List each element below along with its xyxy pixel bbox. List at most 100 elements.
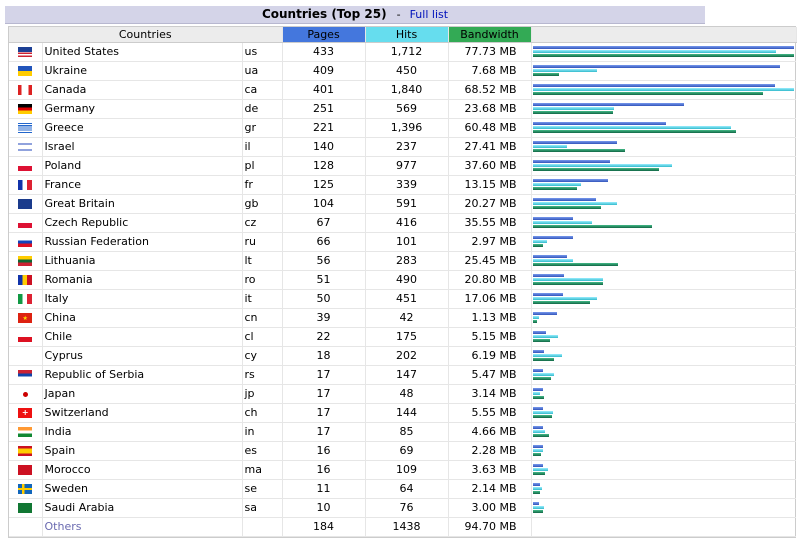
- section-title: Countries (Top 25): [261, 7, 387, 21]
- others-pages: 184: [282, 517, 366, 537]
- pages-bar: [532, 407, 543, 410]
- lt-flag-icon: [18, 256, 33, 266]
- bandwidth-bar: [532, 510, 543, 513]
- hits-value: 490: [365, 270, 449, 290]
- country-name: Germany: [42, 99, 243, 119]
- table-row: Ukraine ua 409 450 7.68 MB: [9, 61, 796, 81]
- col-header-pages[interactable]: Pages: [282, 27, 366, 43]
- bandwidth-bar: [532, 92, 763, 95]
- hits-value: 450: [365, 61, 449, 81]
- bar-graph-cell: [531, 365, 796, 385]
- others-bandwidth: 94.70 MB: [448, 517, 532, 537]
- bar-graph-cell: [531, 251, 796, 271]
- cz-flag-icon: [18, 218, 33, 228]
- hits-value: 1,396: [365, 118, 449, 138]
- bar-graph-cell: [531, 42, 796, 62]
- bar-graph-cell: [531, 498, 796, 518]
- hits-value: 64: [365, 479, 449, 499]
- bandwidth-value: 60.48 MB: [448, 118, 532, 138]
- bandwidth-value: 77.73 MB: [448, 42, 532, 62]
- hits-bar: [532, 449, 543, 452]
- country-name: Japan: [42, 384, 243, 404]
- hits-value: 237: [365, 137, 449, 157]
- table-row: Republic of Serbia rs 17 147 5.47 MB: [9, 365, 796, 385]
- ro-flag-icon: [18, 275, 33, 285]
- hits-bar: [532, 430, 545, 433]
- country-code: ua: [242, 61, 283, 81]
- table-row: France fr 125 339 13.15 MB: [9, 175, 796, 195]
- bandwidth-value: 3.00 MB: [448, 498, 532, 518]
- col-header-hits[interactable]: Hits: [365, 27, 449, 43]
- hits-value: 416: [365, 213, 449, 233]
- gr-flag-icon: [18, 123, 33, 133]
- pages-value: 433: [282, 42, 366, 62]
- bandwidth-bar: [532, 320, 537, 323]
- pages-bar: [532, 445, 543, 448]
- hits-value: 569: [365, 99, 449, 119]
- hits-bar: [532, 145, 567, 148]
- title-separator: -: [396, 8, 401, 21]
- pages-value: 11: [282, 479, 366, 499]
- in-flag-icon: [18, 427, 33, 437]
- table-row: Romania ro 51 490 20.80 MB: [9, 270, 796, 290]
- full-list-link[interactable]: Full list: [409, 8, 449, 21]
- country-code: cl: [242, 327, 283, 347]
- pages-value: 17: [282, 422, 366, 442]
- bar-graph-cell: [531, 422, 796, 442]
- pages-value: 17: [282, 384, 366, 404]
- bar-graph-cell: [531, 479, 796, 499]
- bandwidth-value: 5.55 MB: [448, 403, 532, 423]
- country-name: Israel: [42, 137, 243, 157]
- bandwidth-value: 6.19 MB: [448, 346, 532, 366]
- table-row: Spain es 16 69 2.28 MB: [9, 441, 796, 461]
- bandwidth-value: 68.52 MB: [448, 80, 532, 100]
- fr-flag-icon: [18, 180, 33, 190]
- table-row: ★ China cn 39 42 1.13 MB: [9, 308, 796, 328]
- bandwidth-value: 5.15 MB: [448, 327, 532, 347]
- col-header-bandwidth[interactable]: Bandwidth: [448, 27, 532, 43]
- table-row: Lithuania lt 56 283 25.45 MB: [9, 251, 796, 271]
- bandwidth-value: 3.63 MB: [448, 460, 532, 480]
- table-row: Israel il 140 237 27.41 MB: [9, 137, 796, 157]
- bandwidth-bar: [532, 434, 549, 437]
- table-row: Greece gr 221 1,396 60.48 MB: [9, 118, 796, 138]
- bar-graph-cell: [531, 232, 796, 252]
- bandwidth-bar: [532, 491, 540, 494]
- hits-bar: [532, 259, 573, 262]
- country-name: Russian Federation: [42, 232, 243, 252]
- country-code: pl: [242, 156, 283, 176]
- country-code: rs: [242, 365, 283, 385]
- country-code: cy: [242, 346, 283, 366]
- country-code: gb: [242, 194, 283, 214]
- country-code: lt: [242, 251, 283, 271]
- col-header-countries[interactable]: Countries: [9, 27, 283, 43]
- table-row: + Switzerland ch 17 144 5.55 MB: [9, 403, 796, 423]
- pages-value: 409: [282, 61, 366, 81]
- bandwidth-bar: [532, 339, 550, 342]
- country-code: gr: [242, 118, 283, 138]
- pages-value: 104: [282, 194, 366, 214]
- pages-bar: [532, 483, 540, 486]
- pages-bar: [532, 312, 557, 315]
- pages-value: 51: [282, 270, 366, 290]
- bandwidth-value: 2.14 MB: [448, 479, 532, 499]
- it-flag-icon: [18, 294, 33, 304]
- hits-value: 101: [365, 232, 449, 252]
- table-row: Canada ca 401 1,840 68.52 MB: [9, 80, 796, 100]
- ru-flag-icon: [18, 237, 33, 247]
- pages-bar: [532, 274, 564, 277]
- bandwidth-bar: [532, 187, 577, 190]
- pages-value: 22: [282, 327, 366, 347]
- country-name: Ukraine: [42, 61, 243, 81]
- de-flag-icon: [18, 104, 33, 114]
- bandwidth-bar: [532, 54, 794, 57]
- country-name: Switzerland: [42, 403, 243, 423]
- country-code: cn: [242, 308, 283, 328]
- bandwidth-bar: [532, 244, 543, 247]
- bandwidth-value: 2.97 MB: [448, 232, 532, 252]
- bar-graph-cell: [531, 327, 796, 347]
- bar-graph-cell: [531, 61, 796, 81]
- table-row: India in 17 85 4.66 MB: [9, 422, 796, 442]
- others-row: Others 184 1438 94.70 MB: [9, 517, 796, 537]
- table-row: Great Britain gb 104 591 20.27 MB: [9, 194, 796, 214]
